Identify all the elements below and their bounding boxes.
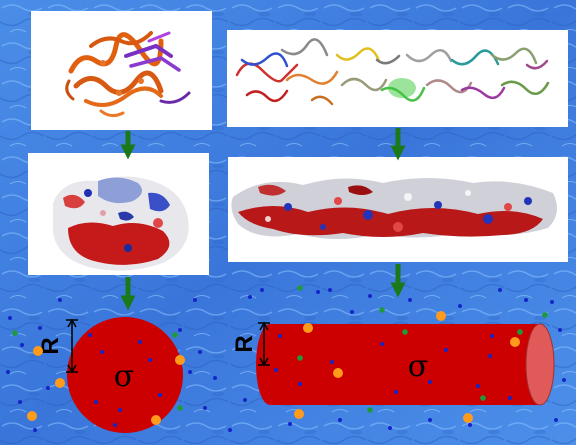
ion-dot (188, 370, 192, 374)
ion-dot (338, 418, 342, 422)
ion-dot (100, 350, 104, 354)
ion-dot (12, 330, 18, 336)
ion-dot (333, 368, 343, 378)
ion-dot (498, 288, 502, 292)
ion-dot (38, 326, 42, 330)
ion-dot (6, 370, 10, 374)
ion-dot (488, 354, 492, 358)
ion-dot (368, 294, 372, 298)
ion-dot (94, 400, 98, 404)
ion-dot (198, 350, 202, 354)
filament-ribbon-panel (227, 30, 568, 127)
ion-dot (297, 285, 303, 291)
ion-cloud (6, 285, 566, 432)
ion-dot (517, 329, 523, 335)
ion-dot (177, 405, 183, 411)
ion-dot (228, 428, 232, 432)
ion-dot (148, 358, 152, 362)
ion-dot (428, 380, 432, 384)
ion-dot (58, 298, 62, 302)
cylinder-radius-marker (258, 321, 270, 367)
ion-dot (113, 423, 117, 427)
ion-dot (562, 378, 566, 382)
ion-dot (480, 395, 486, 401)
ion-dot (20, 343, 24, 347)
ion-dot (151, 415, 161, 425)
sphere-charge-label: σ (114, 359, 134, 394)
ion-dot (172, 332, 178, 338)
ion-dot (367, 407, 373, 413)
filament-surface-image (231, 178, 558, 239)
ion-dot (158, 393, 162, 397)
ion-dot (138, 340, 142, 344)
ion-dot (213, 376, 217, 380)
ion-dot (476, 384, 480, 388)
ion-dot (55, 378, 65, 388)
ion-dot (193, 298, 197, 302)
filament-ribbon-image (235, 38, 550, 106)
ion-dot (394, 390, 398, 394)
filament-surface-panel (228, 157, 568, 262)
ion-dot (388, 426, 392, 430)
protein-surface-panel (28, 153, 209, 275)
ion-dot (18, 400, 22, 404)
ion-dot (175, 355, 185, 365)
ion-dot (524, 298, 528, 302)
ion-dot (8, 316, 12, 320)
charged-cylinder (256, 323, 555, 406)
ion-dot (328, 288, 332, 292)
ion-dot (550, 300, 554, 304)
protein-surface-image (53, 176, 189, 271)
ion-dot (379, 307, 385, 313)
ion-dot (428, 418, 432, 422)
ion-dot (27, 411, 37, 421)
ion-dot (243, 398, 247, 402)
cylinder-charge-label: σ (408, 349, 428, 384)
ion-dot (508, 396, 512, 400)
ion-dot (303, 323, 313, 333)
protein-ribbon-image (65, 31, 191, 118)
ion-dot (436, 311, 446, 321)
ion-dot (118, 408, 122, 412)
ion-dot (542, 312, 548, 318)
ion-dot (46, 386, 50, 390)
ion-dot (298, 382, 302, 386)
ion-dot (554, 418, 558, 422)
ion-dot (203, 406, 207, 410)
ion-dot (260, 288, 264, 292)
cylinder-end-cap (525, 323, 555, 406)
ion-dot (33, 428, 37, 432)
ion-dot (294, 409, 304, 419)
ion-dot (468, 423, 472, 427)
ion-dot (248, 295, 252, 299)
ion-dot (297, 355, 303, 361)
ion-dot (463, 413, 473, 423)
ion-dot (408, 298, 412, 302)
cylinder-radius-label: R (231, 335, 258, 352)
ion-dot (33, 346, 43, 356)
ion-dot (458, 304, 462, 308)
ion-dot (558, 328, 562, 332)
ion-dot (510, 337, 520, 347)
ion-dot (288, 422, 292, 426)
ion-dot (380, 342, 384, 346)
ion-dot (490, 334, 494, 338)
sphere-radius-marker (66, 318, 78, 374)
protein-ribbon-panel (31, 11, 212, 130)
ion-dot (274, 368, 278, 372)
ion-dot (178, 328, 182, 332)
ion-dot (88, 333, 92, 337)
ion-dot (402, 329, 408, 335)
ion-dot (330, 360, 334, 364)
ion-dot (316, 290, 320, 294)
ion-dot (444, 348, 448, 352)
ion-dot (350, 310, 354, 314)
sphere-radius-label: R (37, 337, 64, 354)
ion-dot (278, 334, 282, 338)
